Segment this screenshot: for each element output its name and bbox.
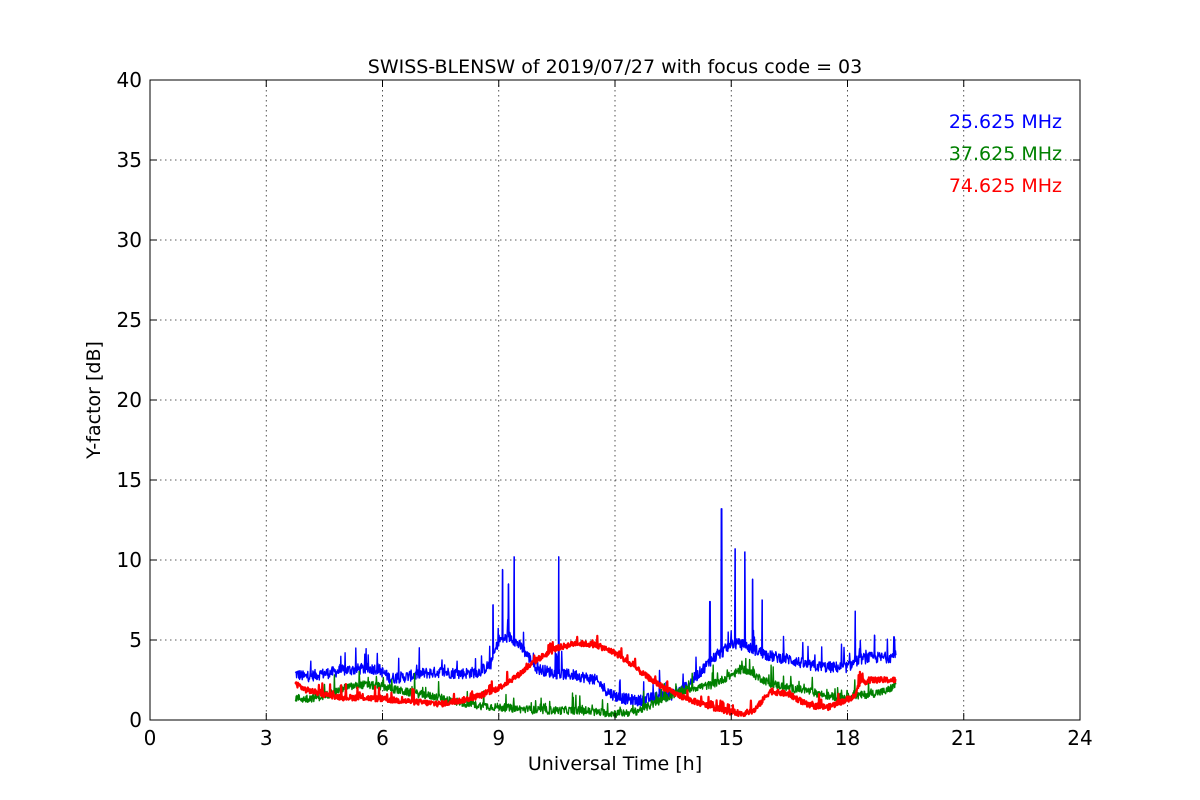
series-line: [294, 508, 897, 707]
y-tick-label: 10: [117, 548, 142, 572]
chart-title: SWISS-BLENSW of 2019/07/27 with focus co…: [368, 56, 862, 78]
series-2: [294, 634, 897, 718]
x-tick-label: 9: [492, 726, 505, 750]
y-tick-label: 15: [117, 468, 142, 492]
legend: 25.625 MHz 37.625 MHz 74.625 MHz: [949, 111, 1062, 197]
x-tick-label: 0: [144, 726, 157, 750]
series-1: [294, 657, 897, 719]
series-line: [294, 657, 897, 719]
y-tick-label: 5: [129, 628, 142, 652]
y-tick-label: 20: [117, 388, 142, 412]
y-tick-label: 30: [117, 228, 142, 252]
axis-ticks: 0 3 6 9 12 15 18 21 24 0 5 10 15 20 25 30 35 40: [117, 68, 1093, 750]
grid: [150, 80, 1080, 720]
x-tick-label: 21: [951, 726, 976, 750]
y-tick-label: 0: [129, 708, 142, 732]
x-tick-label: 6: [376, 726, 389, 750]
x-tick-label: 3: [260, 726, 273, 750]
y-tick-label: 40: [117, 68, 142, 92]
y-tick-label: 25: [117, 308, 142, 332]
legend-entry: 37.625 MHz: [949, 143, 1062, 165]
series-line: [294, 634, 897, 718]
x-axis-label: Universal Time [h]: [528, 753, 702, 775]
y-axis-label: Y-factor [dB]: [83, 341, 105, 460]
x-tick-label: 24: [1067, 726, 1092, 750]
legend-entry: 25.625 MHz: [949, 111, 1062, 133]
y-tick-label: 35: [117, 148, 142, 172]
x-tick-label: 12: [602, 726, 627, 750]
legend-entry: 74.625 MHz: [949, 175, 1062, 197]
series-0: [294, 508, 897, 707]
x-tick-label: 18: [835, 726, 860, 750]
x-tick-label: 15: [719, 726, 744, 750]
series-layer: [294, 508, 897, 719]
